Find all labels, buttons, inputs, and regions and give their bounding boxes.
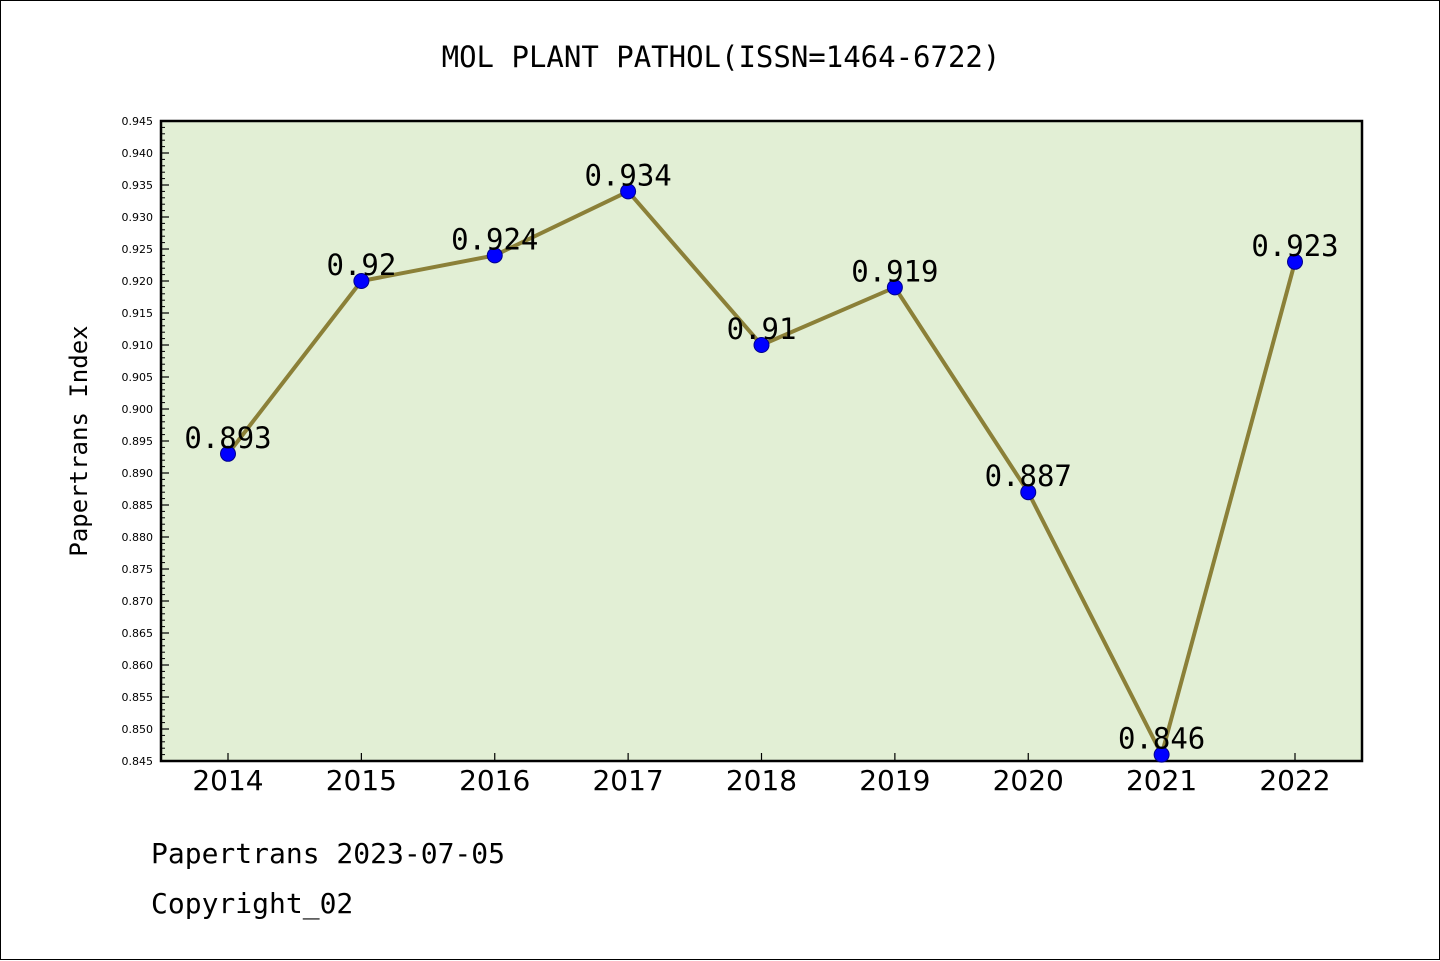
data-point: [620, 183, 637, 200]
data-label: 0.919: [851, 254, 938, 288]
x-tick-label: 2017: [592, 764, 663, 797]
data-label: 0.934: [584, 158, 671, 192]
footer-source: Papertrans 2023-07-05: [151, 837, 506, 870]
y-tick-label: 0.895: [122, 435, 154, 448]
data-point: [353, 273, 370, 289]
y-tick-label: 0.865: [122, 627, 154, 640]
data-label: 0.924: [451, 222, 538, 256]
data-label: 0.846: [1118, 722, 1205, 756]
x-tick-label: 2016: [459, 764, 530, 797]
y-tick-label: 0.850: [122, 723, 154, 736]
y-tick-label: 0.855: [122, 691, 154, 704]
data-point: [1287, 253, 1303, 270]
y-axis-label: Papertrans Index: [65, 325, 93, 556]
y-tick-label: 0.880: [122, 531, 154, 544]
y-tick-label: 0.900: [122, 403, 154, 416]
x-tick-label: 2020: [993, 764, 1064, 797]
data-point: [220, 445, 236, 462]
chart-title: MOL PLANT PATHOL(ISSN=1464-6722): [442, 40, 1001, 74]
x-tick-label: 2019: [859, 764, 930, 797]
y-tick-label: 0.935: [122, 179, 154, 192]
y-tick-label: 0.910: [122, 339, 154, 352]
data-label: 0.92: [326, 248, 396, 282]
y-tick-label: 0.845: [122, 755, 154, 768]
y-tick-label: 0.915: [122, 307, 154, 320]
y-tick-label: 0.925: [122, 243, 154, 256]
y-tick-label: 0.890: [122, 467, 154, 480]
data-point: [1153, 746, 1170, 763]
data-label: 0.923: [1251, 229, 1338, 263]
x-tick-label: 2014: [192, 764, 263, 797]
x-tick-label: 2015: [326, 764, 397, 797]
y-tick-label: 0.945: [122, 115, 154, 128]
data-point: [753, 337, 770, 353]
x-tick-label: 2022: [1259, 764, 1330, 797]
data-point: [1020, 484, 1037, 501]
data-point: [886, 279, 903, 296]
y-tick-label: 0.930: [122, 211, 154, 224]
y-tick-label: 0.940: [122, 147, 154, 160]
y-tick-label: 0.885: [122, 499, 154, 512]
footer-copyright: Copyright_02: [151, 887, 354, 920]
data-label: 0.91: [727, 312, 797, 346]
plot-frame: [159, 119, 1364, 763]
data-label: 0.893: [184, 421, 271, 455]
data-point: [486, 247, 503, 264]
y-tick-label: 0.905: [122, 371, 154, 384]
x-tick-label: 2021: [1126, 764, 1197, 797]
y-tick-label: 0.920: [122, 275, 154, 288]
y-tick-label: 0.875: [122, 563, 154, 576]
x-tick-label: 2018: [726, 764, 797, 797]
data-label: 0.887: [985, 459, 1072, 493]
plot-area: [161, 121, 1362, 761]
y-tick-label: 0.870: [122, 595, 154, 608]
y-tick-label: 0.860: [122, 659, 154, 672]
